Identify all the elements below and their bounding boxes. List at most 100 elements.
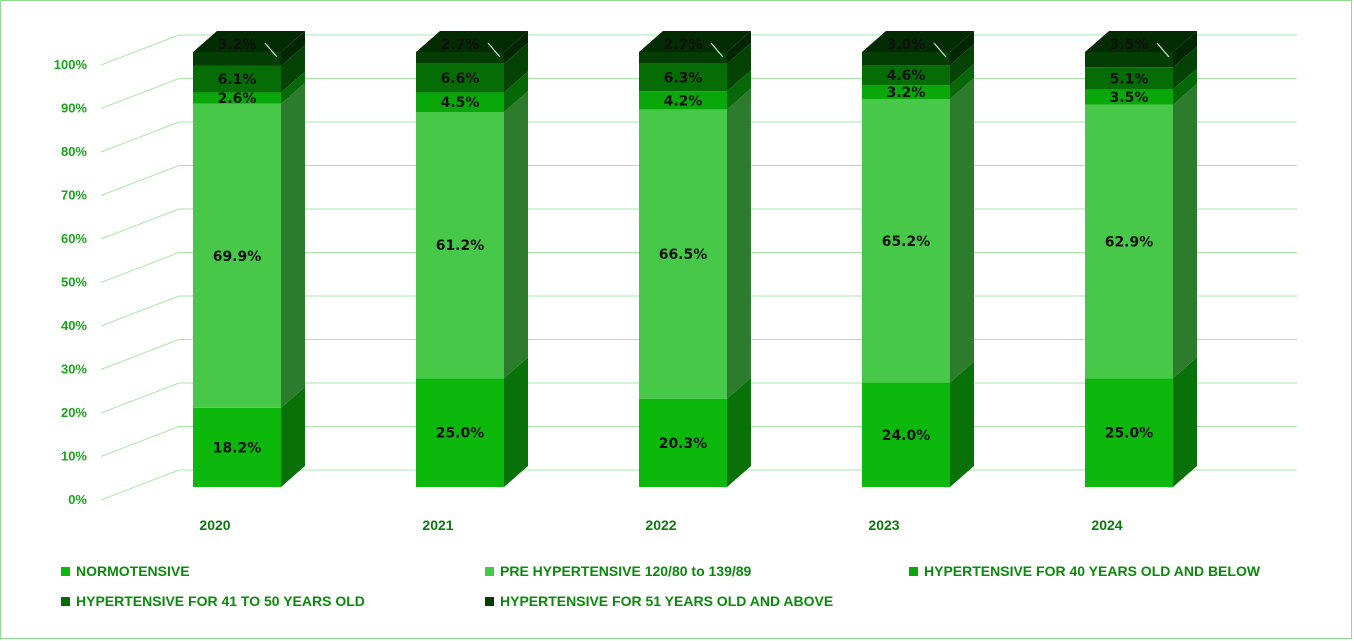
legend-swatch bbox=[909, 566, 918, 576]
legend-item: HYPERTENSIVE FOR 41 TO 50 YEARS OLD bbox=[61, 593, 365, 609]
x-category-label: 2020 bbox=[199, 517, 230, 533]
bar-side-segment bbox=[504, 71, 528, 113]
side-gridline bbox=[100, 426, 180, 457]
legend-swatch bbox=[61, 566, 70, 576]
bar-segment bbox=[193, 65, 281, 93]
side-gridline bbox=[100, 78, 180, 109]
data-label: 61.2% bbox=[436, 238, 485, 254]
data-label-leader bbox=[1156, 42, 1170, 58]
bar-top-face bbox=[416, 31, 528, 52]
data-label-leader bbox=[933, 42, 947, 58]
bar-segment bbox=[193, 92, 281, 104]
data-label: 20.3% bbox=[659, 436, 708, 452]
data-label-leader bbox=[264, 42, 278, 58]
legend-swatch bbox=[485, 596, 494, 606]
bar-side-segment bbox=[504, 42, 528, 93]
bar-segment bbox=[639, 52, 727, 64]
bar-segment bbox=[193, 103, 281, 408]
legend-label: HYPERTENSIVE FOR 51 YEARS OLD AND ABOVE bbox=[500, 593, 834, 609]
bar-segment bbox=[639, 398, 727, 487]
y-tick-label: 100% bbox=[54, 57, 88, 72]
legend-swatch bbox=[61, 596, 70, 606]
side-gridline bbox=[100, 339, 180, 370]
bar-segment bbox=[862, 98, 950, 383]
bar-segment bbox=[862, 382, 950, 487]
bar-segment bbox=[416, 52, 504, 64]
bar-segment bbox=[416, 63, 504, 93]
data-label: 25.0% bbox=[1105, 426, 1154, 442]
data-label-leader bbox=[487, 42, 501, 58]
data-label: 66.5% bbox=[659, 247, 708, 263]
data-label: 18.2% bbox=[213, 440, 262, 456]
bar-segment bbox=[639, 91, 727, 110]
data-label: 69.9% bbox=[213, 249, 262, 265]
bar-segment bbox=[862, 85, 950, 99]
side-gridline bbox=[100, 382, 180, 414]
legend-item: HYPERTENSIVE FOR 40 YEARS OLD AND BELOW bbox=[909, 563, 1260, 579]
bar-segment bbox=[1085, 89, 1173, 105]
side-gridline bbox=[100, 469, 180, 501]
data-label: 2.7% bbox=[664, 37, 703, 53]
bar-segment bbox=[193, 52, 281, 66]
data-label: 3.5% bbox=[1110, 90, 1149, 106]
bar-side-segment bbox=[504, 91, 528, 379]
legend-label: HYPERTENSIVE FOR 41 TO 50 YEARS OLD bbox=[76, 593, 365, 609]
y-tick-label: 30% bbox=[61, 362, 87, 377]
bar-side-segment bbox=[727, 42, 751, 92]
data-label: 6.3% bbox=[664, 70, 703, 86]
bar-side-segment bbox=[504, 357, 528, 487]
bar-top-face bbox=[1085, 31, 1197, 52]
side-gridline bbox=[100, 252, 180, 283]
legend-label: PRE HYPERTENSIVE 120/80 to 139/89 bbox=[500, 563, 752, 579]
data-label: 3.5% bbox=[1110, 37, 1149, 53]
legend-item: NORMOTENSIVE bbox=[61, 563, 190, 579]
y-tick-label: 70% bbox=[61, 188, 87, 203]
bar-side-segment bbox=[727, 377, 751, 487]
stacked-bar-chart: 0% 10% 20% 30% 40% 50% 60% 70% 80% 90% 100% 18.2% 69… bbox=[54, 31, 1297, 533]
data-label: 5.1% bbox=[1110, 71, 1149, 87]
bar-side-segment bbox=[1173, 83, 1197, 379]
bar-side-segment bbox=[281, 386, 305, 487]
y-tick-label: 60% bbox=[61, 231, 87, 246]
y-tick-label: 80% bbox=[61, 144, 87, 159]
data-label: 6.1% bbox=[218, 72, 257, 88]
bar-segment bbox=[1085, 378, 1173, 487]
y-tick-label: 10% bbox=[61, 449, 87, 464]
bar-top-face bbox=[193, 31, 305, 52]
bar-segment bbox=[1085, 67, 1173, 90]
data-label: 3.2% bbox=[887, 85, 926, 101]
bar-segment bbox=[416, 378, 504, 487]
side-gridline bbox=[100, 295, 180, 327]
data-label: 4.5% bbox=[441, 95, 480, 111]
legend-label: NORMOTENSIVE bbox=[76, 563, 190, 579]
bar-side-segment bbox=[950, 64, 974, 99]
x-category-label: 2022 bbox=[645, 517, 676, 533]
bar-side-segment bbox=[950, 31, 974, 66]
data-label: 25.0% bbox=[436, 426, 485, 442]
data-label: 65.2% bbox=[882, 234, 931, 250]
bar-segment bbox=[416, 112, 504, 379]
bar-segment bbox=[639, 109, 727, 399]
bar-side-segment bbox=[950, 361, 974, 487]
data-label: 4.2% bbox=[664, 93, 703, 109]
y-tick-label: 0% bbox=[68, 492, 87, 507]
data-label: 62.9% bbox=[1105, 234, 1154, 250]
bar-segment bbox=[862, 52, 950, 66]
bar-segment bbox=[1085, 52, 1173, 68]
data-label: 24.0% bbox=[882, 428, 931, 444]
legend-swatch bbox=[485, 566, 494, 576]
bar-side-segment bbox=[727, 31, 751, 64]
x-category-label: 2021 bbox=[422, 517, 453, 533]
data-label: 2.6% bbox=[218, 91, 257, 107]
bar-segment bbox=[193, 407, 281, 487]
data-label: 3.2% bbox=[218, 37, 257, 53]
y-tick-label: 50% bbox=[61, 275, 87, 290]
bar-side-segment bbox=[727, 88, 751, 399]
bar-side-segment bbox=[281, 31, 305, 66]
bar-side-segment bbox=[950, 44, 974, 86]
data-label: 4.6% bbox=[887, 68, 926, 84]
bar-side-segment bbox=[1173, 31, 1197, 68]
data-label: 2.7% bbox=[441, 37, 480, 53]
bar-side-segment bbox=[281, 44, 305, 93]
